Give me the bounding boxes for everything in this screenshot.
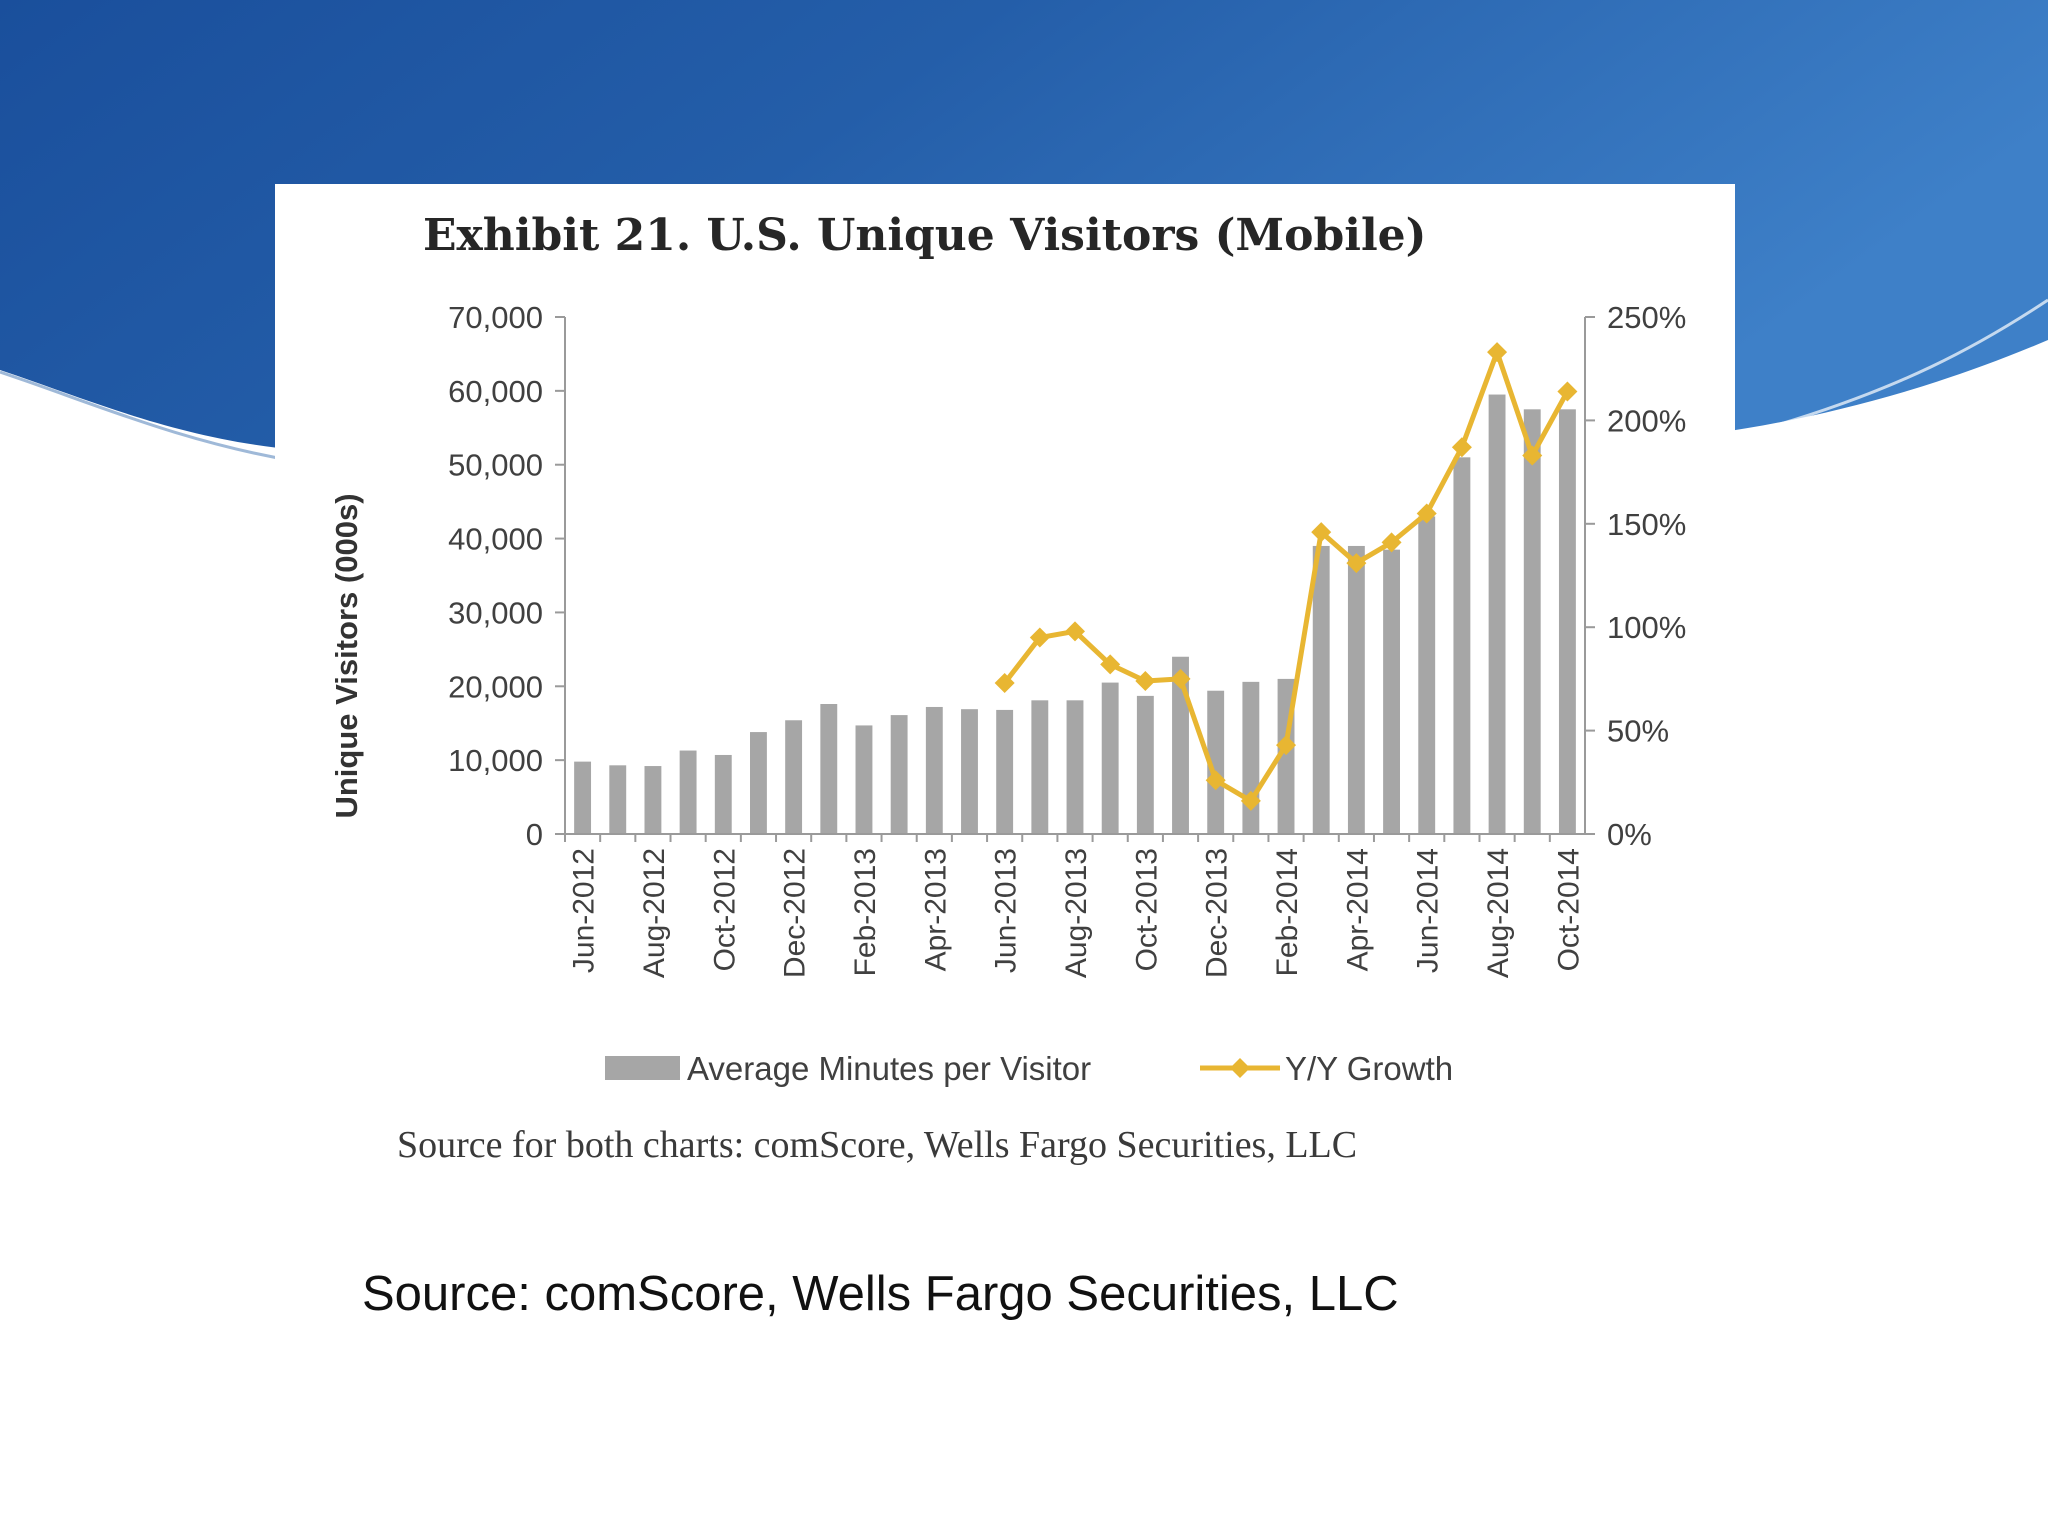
growth-point-Sep-2014 — [1522, 445, 1543, 466]
x-tick-label: Apr-2014 — [1341, 848, 1374, 971]
growth-line — [1002, 349, 1570, 804]
growth-point-May-2014 — [1381, 532, 1402, 553]
x-tick-label: Aug-2012 — [638, 848, 671, 978]
growth-point-Jun-2014 — [1416, 503, 1437, 524]
growth-point-Aug-2014 — [1487, 342, 1508, 363]
chart-source-note: Source for both charts: comScore, Wells … — [397, 1124, 1357, 1166]
bar-Oct-2012 — [714, 754, 732, 834]
legend-marker — [1230, 1058, 1250, 1078]
bar-Jun-2014 — [1418, 516, 1436, 834]
growth-line-layer — [994, 342, 1578, 811]
bar-Apr-2013 — [925, 706, 943, 834]
bar-Jan-2013 — [820, 704, 838, 834]
legend-swatch-bars — [605, 1056, 680, 1080]
bar-Jul-2012 — [609, 765, 627, 834]
left-tick-label: 40,000 — [448, 522, 543, 557]
bar-Jul-2013 — [1031, 700, 1049, 834]
bar-Aug-2012 — [644, 766, 662, 834]
growth-point-Sep-2013 — [1100, 654, 1121, 675]
chart-svg: Exhibit 21. U.S. Unique Visitors (Mobile… — [329, 210, 1686, 1166]
x-tick-label: Feb-2014 — [1271, 848, 1304, 976]
left-tick-label: 30,000 — [448, 595, 543, 630]
growth-point-Jun-2013 — [994, 673, 1015, 694]
left-axis-ticks: 0 10,000 20,000 30,000 40,000 50,000 60,000 70,… — [448, 300, 565, 852]
x-tick-label: Apr-2013 — [919, 848, 952, 971]
x-tick-label: Jun-2013 — [990, 848, 1023, 973]
x-tick-label: Oct-2014 — [1552, 848, 1585, 971]
bar-May-2014 — [1383, 549, 1400, 834]
left-tick-label: 0 — [526, 817, 543, 852]
bar-Nov-2012 — [750, 732, 767, 834]
right-axis-ticks: 0% 50% 100% 150% 200% 250% — [1585, 300, 1686, 852]
bar-Jan-2014 — [1242, 681, 1260, 834]
x-tick-label: Dec-2013 — [1201, 848, 1234, 978]
bar-Sep-2013 — [1101, 682, 1119, 834]
axes-layer — [564, 317, 1586, 835]
growth-point-Aug-2013 — [1065, 621, 1085, 642]
bar-Aug-2014 — [1488, 394, 1506, 834]
x-tick-label: Feb-2013 — [849, 848, 882, 976]
left-tick-label: 50,000 — [448, 448, 543, 483]
growth-point-Feb-2014 — [1276, 735, 1297, 756]
bar-Mar-2013 — [890, 715, 908, 834]
growth-point-Jul-2014 — [1451, 437, 1472, 458]
left-tick-label: 20,000 — [448, 669, 543, 704]
left-tick-label: 70,000 — [448, 300, 543, 335]
bar-Dec-2012 — [785, 720, 803, 834]
left-tick-label: 10,000 — [448, 743, 543, 778]
right-tick-label: 250% — [1607, 300, 1686, 335]
bar-Nov-2013 — [1172, 656, 1189, 834]
right-tick-label: 50% — [1607, 714, 1669, 749]
growth-point-Nov-2013 — [1170, 668, 1191, 689]
bar-Sep-2012 — [679, 750, 697, 834]
x-tick-label: Jun-2014 — [1412, 848, 1445, 973]
legend-label-bars: Average Minutes per Visitor — [687, 1050, 1091, 1087]
right-tick-label: 200% — [1607, 403, 1686, 438]
bar-Jun-2013 — [996, 709, 1014, 834]
slide-footnote: Source: comScore, Wells Fargo Securities… — [362, 1267, 1399, 1321]
x-tick-label: Aug-2014 — [1482, 848, 1515, 978]
bar-Apr-2014 — [1347, 545, 1365, 834]
x-tick-label: Oct-2013 — [1130, 848, 1163, 971]
bar-May-2013 — [961, 709, 978, 834]
legend: Average Minutes per Visitor Y/Y Growth — [605, 1050, 1453, 1087]
right-tick-label: 100% — [1607, 610, 1686, 645]
x-tick-label: Oct-2012 — [708, 848, 741, 971]
chart-title: Exhibit 21. U.S. Unique Visitors (Mobile… — [423, 210, 1427, 261]
bars-layer — [574, 394, 1576, 834]
legend-label-line: Y/Y Growth — [1285, 1050, 1453, 1087]
bar-Feb-2013 — [855, 725, 873, 834]
growth-point-Jul-2013 — [1029, 627, 1050, 648]
bar-Oct-2014 — [1558, 409, 1576, 834]
x-tick-label: Aug-2013 — [1060, 848, 1093, 978]
x-tick-label: Dec-2012 — [779, 848, 812, 978]
growth-point-Dec-2013 — [1205, 770, 1226, 791]
bar-Dec-2013 — [1207, 690, 1225, 834]
growth-point-Oct-2013 — [1135, 670, 1156, 691]
growth-point-Apr-2014 — [1346, 553, 1367, 574]
growth-point-Mar-2014 — [1311, 522, 1332, 543]
growth-point-Oct-2014 — [1557, 381, 1578, 402]
x-tick-label: Jun-2012 — [568, 848, 601, 973]
bar-Jun-2012 — [574, 761, 592, 834]
x-axis-ticks: Jun-2012 Aug-2012 Oct-2012 Dec-2012 Feb-2013… — [564, 834, 1585, 978]
bar-Oct-2013 — [1136, 695, 1154, 834]
chart-card: Exhibit 21. U.S. Unique Visitors (Mobile… — [275, 184, 1735, 1194]
right-tick-label: 150% — [1607, 507, 1686, 542]
growth-point-Jan-2014 — [1240, 790, 1261, 811]
bar-Mar-2014 — [1312, 545, 1330, 834]
bar-Jul-2014 — [1453, 457, 1471, 834]
bar-Sep-2014 — [1523, 409, 1541, 834]
y-axis-title: Unique Visitors (000s) — [329, 493, 364, 818]
bar-Aug-2013 — [1066, 700, 1084, 834]
left-tick-label: 60,000 — [448, 374, 543, 409]
right-tick-label: 0% — [1607, 817, 1652, 852]
